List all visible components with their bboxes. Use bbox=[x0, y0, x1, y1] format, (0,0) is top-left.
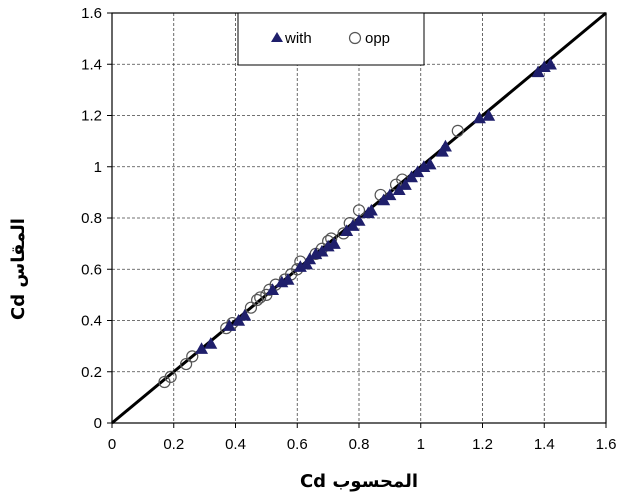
with-point bbox=[392, 183, 406, 196]
legend-with-label: with bbox=[284, 30, 312, 47]
with-point bbox=[398, 178, 412, 190]
x-tick-label: 1.6 bbox=[596, 436, 617, 453]
with-point bbox=[438, 139, 452, 152]
legend-opp-marker bbox=[348, 31, 362, 45]
x-tick-label: 0.4 bbox=[225, 436, 246, 453]
with-point bbox=[423, 157, 437, 170]
with-point bbox=[346, 219, 360, 231]
opp-point bbox=[244, 301, 258, 314]
with-point bbox=[531, 65, 545, 78]
with-point bbox=[340, 224, 354, 237]
with-point bbox=[404, 170, 418, 183]
y-tick-label: 0.6 bbox=[81, 261, 102, 278]
y-axis-ticks: 0 0.2 0.4 0.6 0.8 1 1.2 1.4 1.6 bbox=[81, 5, 112, 432]
x-tick-label: 0.8 bbox=[349, 436, 370, 453]
y-tick-label: 1 bbox=[94, 159, 102, 176]
with-point bbox=[195, 342, 209, 354]
with-point bbox=[204, 337, 218, 349]
with-point bbox=[377, 193, 391, 206]
opp-point bbox=[251, 293, 264, 307]
y-tick-label: 0 bbox=[94, 415, 102, 432]
with-point bbox=[238, 308, 252, 321]
with-point bbox=[281, 273, 295, 285]
with-point bbox=[543, 57, 557, 70]
legend-opp-label: opp bbox=[365, 30, 390, 47]
x-tick-label: 0.2 bbox=[163, 436, 184, 453]
with-point bbox=[352, 214, 366, 226]
with-point bbox=[327, 237, 341, 249]
x-tick-label: 1.2 bbox=[472, 436, 493, 453]
legend-with-marker bbox=[271, 32, 283, 42]
x-axis-ticks: 0 0.2 0.4 0.6 0.8 1 1.2 1.4 1.6 bbox=[108, 423, 617, 453]
y-axis-title: Cd المقاس bbox=[8, 218, 29, 320]
y-tick-label: 1.4 bbox=[81, 56, 102, 73]
x-tick-label: 1 bbox=[417, 436, 425, 453]
opp-point bbox=[186, 350, 199, 363]
legend-box bbox=[237, 12, 425, 66]
with-point bbox=[266, 283, 280, 295]
y-tick-label: 1.2 bbox=[81, 108, 102, 125]
y-tick-label: 0.8 bbox=[81, 210, 102, 227]
x-axis-title: Cd المحسوب bbox=[300, 471, 418, 492]
with-point bbox=[482, 109, 496, 121]
series-with-points bbox=[195, 57, 557, 354]
opp-point bbox=[180, 357, 193, 371]
y-tick-label: 1.6 bbox=[81, 5, 102, 22]
opp-point bbox=[451, 124, 464, 137]
legend: with opp bbox=[237, 12, 425, 66]
with-point bbox=[222, 319, 236, 331]
with-point bbox=[364, 203, 378, 216]
x-tick-label: 0 bbox=[108, 436, 116, 453]
opp-point bbox=[164, 370, 177, 383]
y-tick-label: 0.4 bbox=[81, 313, 102, 330]
opp-point bbox=[254, 291, 267, 304]
with-point bbox=[315, 244, 329, 257]
y-tick-label: 0.2 bbox=[81, 364, 102, 381]
with-point bbox=[232, 314, 246, 326]
with-point bbox=[411, 165, 425, 178]
with-point bbox=[383, 188, 397, 201]
x-tick-label: 0.6 bbox=[287, 436, 308, 453]
with-point bbox=[303, 252, 317, 265]
x-tick-label: 1.4 bbox=[534, 436, 555, 453]
